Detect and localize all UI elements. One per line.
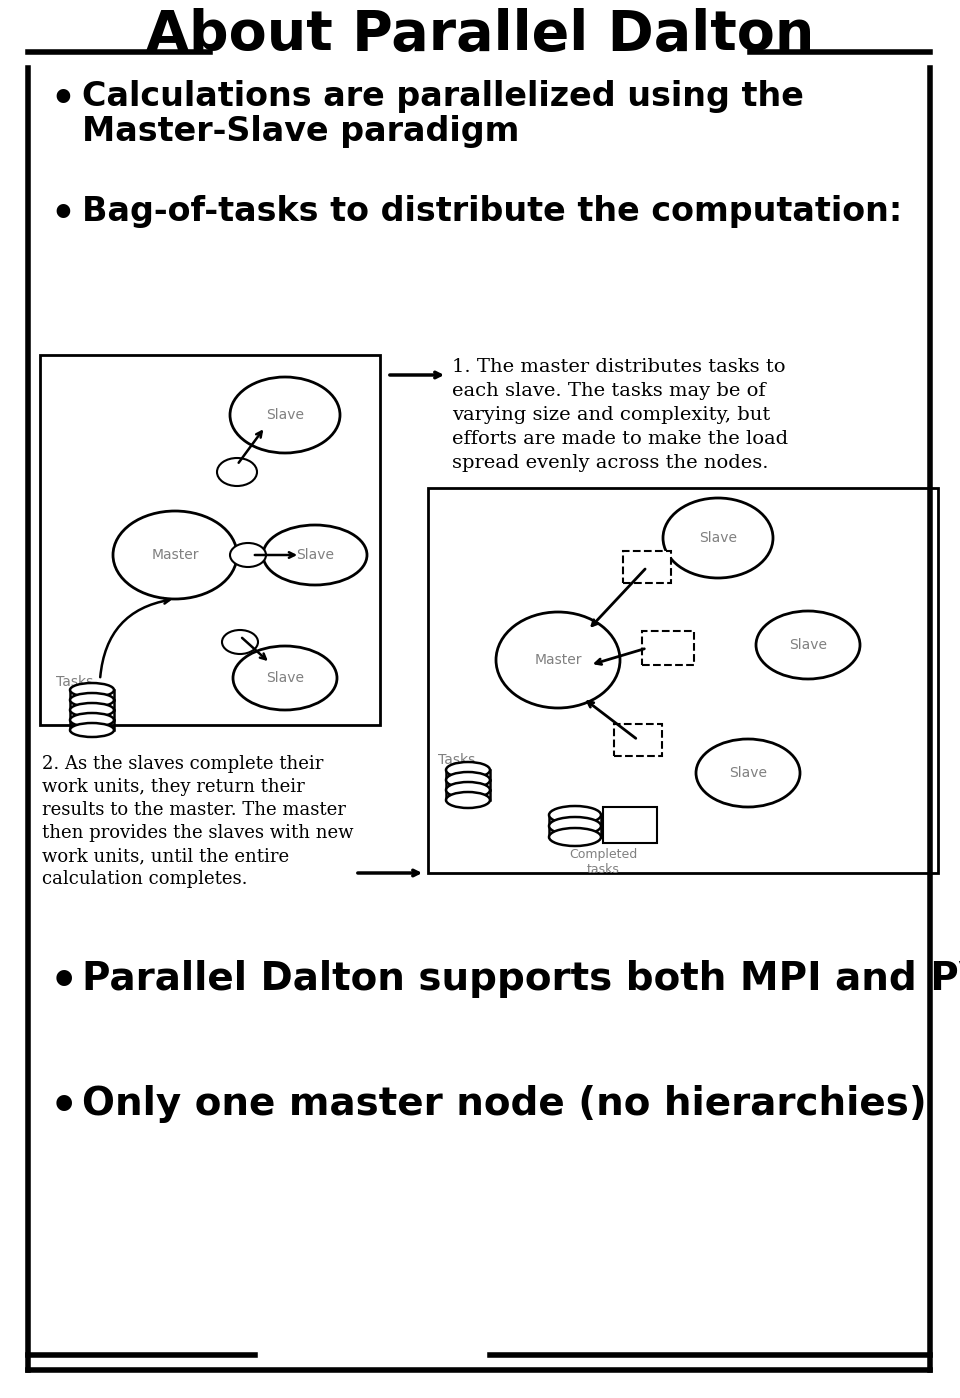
Text: Only one master node (no hierarchies): Only one master node (no hierarchies) [82,1085,926,1123]
Ellipse shape [70,693,114,707]
Ellipse shape [230,377,340,453]
Text: 1. The master distributes tasks to: 1. The master distributes tasks to [452,358,785,376]
Text: Slave: Slave [296,548,334,562]
Text: efforts are made to make the load: efforts are made to make the load [452,431,788,447]
Ellipse shape [222,630,258,654]
Ellipse shape [446,781,490,798]
Ellipse shape [756,611,860,679]
Text: results to the master. The master: results to the master. The master [42,801,346,819]
Ellipse shape [663,498,773,577]
Text: Tasks: Tasks [56,675,93,689]
Bar [40,355,380,726]
Ellipse shape [496,612,620,707]
Ellipse shape [446,793,490,808]
Text: Bag-of-tasks to distribute the computation:: Bag-of-tasks to distribute the computati… [82,194,902,228]
Ellipse shape [446,772,490,788]
Text: Slave: Slave [789,637,827,651]
Text: Tasks: Tasks [438,754,475,768]
Ellipse shape [549,816,601,835]
Text: work units, until the entire: work units, until the entire [42,847,289,865]
Text: work units, they return their: work units, they return their [42,779,304,795]
Text: spread evenly across the nodes.: spread evenly across the nodes. [452,454,769,473]
Text: Master: Master [152,548,199,562]
Ellipse shape [696,740,800,807]
Text: calculation completes.: calculation completes. [42,870,248,888]
Bar [642,630,694,665]
Text: •: • [50,1085,79,1128]
Text: each slave. The tasks may be of: each slave. The tasks may be of [452,382,766,400]
Text: Master: Master [535,653,582,667]
Ellipse shape [113,512,237,598]
Ellipse shape [549,807,601,823]
Text: 2. As the slaves complete their: 2. As the slaves complete their [42,755,324,773]
Ellipse shape [233,646,337,710]
Ellipse shape [70,684,114,698]
Ellipse shape [549,828,601,846]
Text: •: • [50,80,75,117]
Ellipse shape [70,713,114,727]
Text: •: • [50,194,75,233]
Ellipse shape [263,526,367,584]
Bar [603,807,657,843]
Text: varying size and complexity, but: varying size and complexity, but [452,405,770,424]
Bar [428,488,938,872]
Text: About Parallel Dalton: About Parallel Dalton [146,8,814,62]
Ellipse shape [446,762,490,779]
Ellipse shape [70,723,114,737]
Text: Slave: Slave [729,766,767,780]
Text: Slave: Slave [699,531,737,545]
Ellipse shape [230,542,266,568]
Ellipse shape [217,459,257,487]
Bar [614,724,662,756]
Text: then provides the slaves with new: then provides the slaves with new [42,823,353,842]
Text: Calculations are parallelized using the: Calculations are parallelized using the [82,80,804,113]
Bar [623,551,671,583]
Text: Slave: Slave [266,671,304,685]
Text: •: • [50,960,79,1002]
Ellipse shape [70,703,114,717]
Text: Master-Slave paradigm: Master-Slave paradigm [82,115,519,148]
Text: Slave: Slave [266,408,304,422]
Text: Parallel Dalton supports both MPI and PVM: Parallel Dalton supports both MPI and PV… [82,960,960,998]
Text: Completed
tasks: Completed tasks [569,849,637,877]
